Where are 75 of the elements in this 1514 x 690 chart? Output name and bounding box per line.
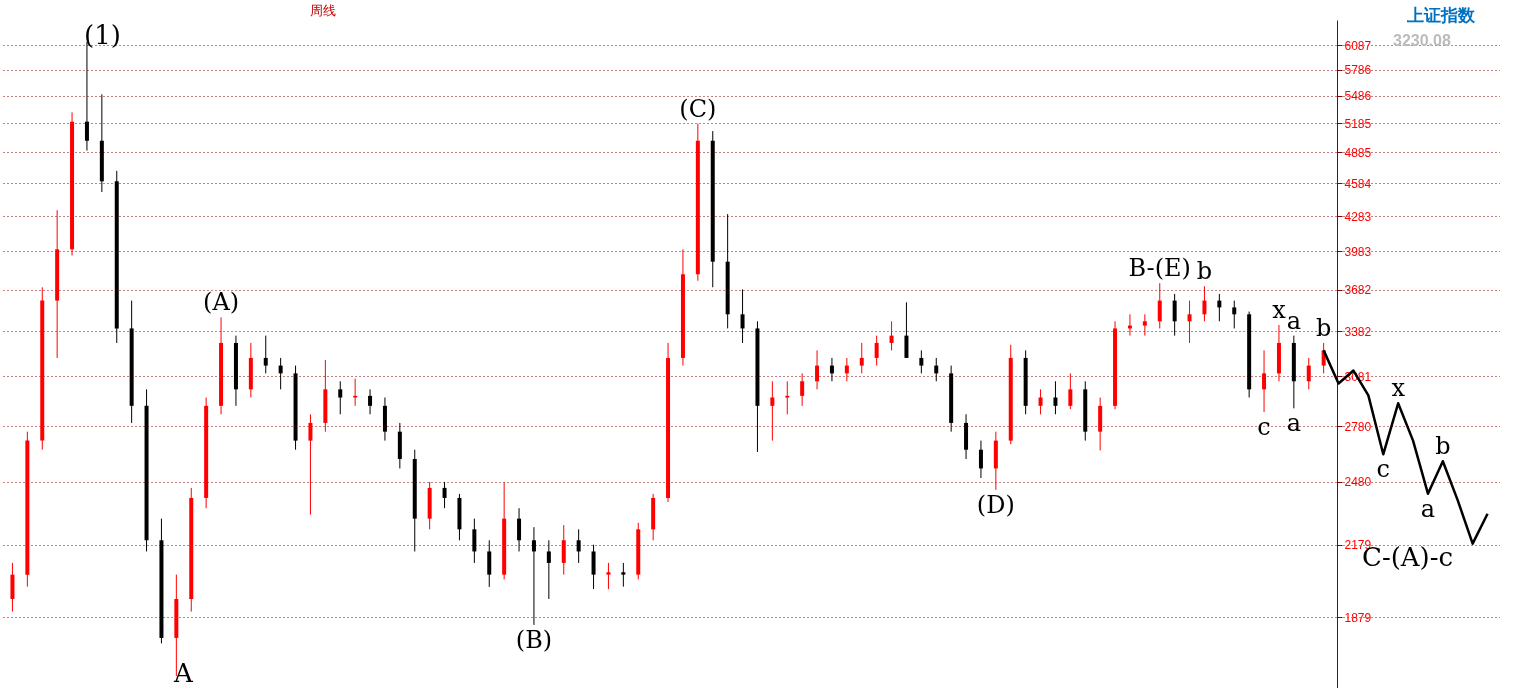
chart-title: 上证指数 [1407, 5, 1475, 27]
annotation: (A) [203, 288, 240, 317]
candlestick [844, 357, 849, 382]
candlestick [546, 539, 551, 600]
y-tick-label: 2780 [1344, 419, 1372, 434]
candlestick [1157, 282, 1162, 329]
y-tick-label: 5786 [1344, 63, 1372, 78]
candlestick [576, 528, 581, 564]
candlestick [368, 388, 373, 415]
candlestick [263, 335, 268, 374]
annotation: c [1376, 455, 1390, 484]
candlestick [442, 481, 447, 509]
candlestick [1306, 357, 1311, 390]
y-tick-label: 4584 [1344, 176, 1372, 191]
candlestick [1262, 349, 1267, 413]
candlestick [1068, 372, 1073, 410]
annotation: b [1315, 313, 1332, 342]
candlestick [621, 562, 626, 588]
candlestick [815, 349, 820, 390]
candlestick [904, 301, 909, 359]
candlestick [919, 349, 924, 374]
annotation: a [1286, 306, 1302, 335]
candlestick [874, 335, 879, 367]
candlestick [1038, 388, 1043, 415]
y-tick-label: 1879 [1344, 610, 1372, 625]
candlestick [800, 372, 805, 407]
y-tick-label: 3382 [1344, 324, 1372, 339]
annotation: B-(E) [1128, 254, 1191, 283]
annotation: x [1272, 296, 1287, 324]
y-tick-label: 5486 [1344, 89, 1372, 104]
annotation: b [1196, 257, 1213, 286]
annotation: A [174, 658, 193, 688]
annotation: x [1391, 374, 1406, 403]
y-tick-label: 3983 [1344, 244, 1372, 259]
candlestick [829, 357, 834, 382]
annotation: 3230.08 [1393, 32, 1451, 50]
candlestick [770, 380, 775, 442]
candlestick [606, 562, 611, 590]
candlestick [859, 342, 864, 374]
candlestick [1172, 293, 1177, 337]
candlestick [278, 357, 283, 390]
candlestick [785, 380, 790, 415]
candlestick [1142, 313, 1147, 337]
candlestick [934, 357, 939, 382]
y-tick-label: 2480 [1344, 475, 1372, 490]
text: 周线 [310, 2, 336, 20]
candlestick [517, 507, 522, 552]
annotation: b [1435, 432, 1451, 461]
y-tick-label: 6087 [1344, 38, 1372, 53]
candlestick [889, 320, 894, 351]
y-tick-label: 4283 [1344, 209, 1372, 224]
annotation: a [1420, 494, 1436, 523]
y-tick-label: 4885 [1344, 145, 1372, 160]
candlestick [1053, 380, 1058, 415]
candlestick [740, 288, 745, 344]
annotation: (1) [84, 20, 121, 50]
candlestick [472, 518, 477, 564]
candlestick [487, 539, 492, 588]
annotation: (B) [515, 625, 553, 654]
candlestick [1232, 300, 1237, 329]
candlestick [531, 526, 536, 626]
candlestick [338, 380, 343, 415]
candlestick [561, 524, 566, 576]
candlestick [591, 544, 596, 590]
candlestick [1187, 300, 1192, 344]
annotation: (C) [679, 94, 717, 123]
y-tick-label: 3682 [1344, 283, 1372, 298]
annotation: (D) [976, 490, 1015, 519]
annotation: c [1257, 413, 1271, 442]
candlestick [1202, 285, 1207, 322]
candlestick [978, 440, 983, 479]
y-tick-label: 5185 [1344, 116, 1372, 131]
annotation: a [1286, 409, 1302, 438]
candlestick [308, 413, 313, 516]
candlestick [353, 378, 358, 407]
